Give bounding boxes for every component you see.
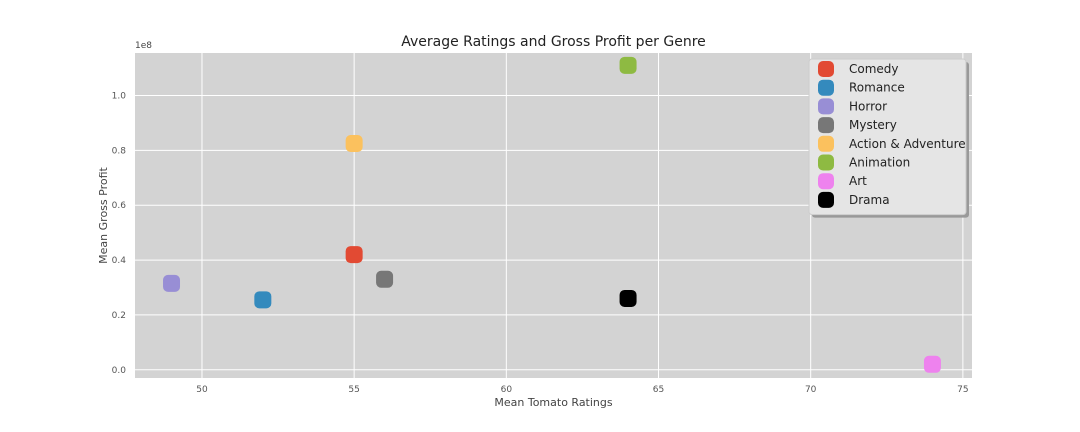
legend-entry-label: Drama xyxy=(849,193,890,207)
data-point-comedy xyxy=(345,246,363,264)
x-tick-label: 50 xyxy=(196,385,208,395)
data-point-romance xyxy=(254,291,272,309)
x-tick-label: 75 xyxy=(957,385,968,395)
legend-entry-label: Action & Adventure xyxy=(849,137,966,151)
x-axis-label: Mean Tomato Ratings xyxy=(494,396,613,409)
data-point-drama xyxy=(619,289,637,307)
legend-marker xyxy=(818,98,834,115)
legend-entry-label: Art xyxy=(849,174,867,188)
data-point-art xyxy=(923,355,941,373)
legend-box xyxy=(808,58,967,216)
y-tick-label: 0.8 xyxy=(112,146,127,156)
legend-entry-label: Horror xyxy=(849,99,887,113)
y-tick-label: 1.0 xyxy=(112,92,127,102)
y-tick-label: 0.6 xyxy=(112,201,127,211)
legend-marker xyxy=(818,61,834,77)
y-axis-label: Mean Gross Profit xyxy=(97,166,110,263)
legend-entry-label: Animation xyxy=(849,156,910,170)
legend-marker xyxy=(818,135,834,152)
x-tick-label: 70 xyxy=(805,385,817,395)
y-tick-label: 0.0 xyxy=(112,366,127,376)
data-point-horror xyxy=(163,274,181,292)
x-tick-label: 55 xyxy=(348,385,359,395)
legend-marker xyxy=(818,117,834,134)
legend-entry-label: Mystery xyxy=(849,118,897,132)
data-point-action-adventure xyxy=(345,135,363,153)
y-tick-label: 0.4 xyxy=(112,256,127,266)
x-tick-label: 60 xyxy=(501,385,513,395)
data-point-animation xyxy=(619,56,637,74)
legend-entry-label: Romance xyxy=(849,81,905,95)
x-tick-label: 65 xyxy=(653,385,664,395)
data-point-mystery xyxy=(376,270,394,288)
legend: Comedy Romance Horror Mystery Action & Adven… xyxy=(808,58,969,218)
y-tick-label: 0.2 xyxy=(112,311,126,321)
legend-marker xyxy=(818,79,834,96)
x-axis-ticks: 50 55 60 65 70 75 xyxy=(196,385,968,395)
chart-title: Average Ratings and Gross Profit per Gen… xyxy=(401,34,706,50)
y-axis-ticks: 0.0 0.2 0.4 0.6 0.8 1.0 xyxy=(112,92,127,376)
legend-entry-label: Comedy xyxy=(849,62,899,76)
data-points xyxy=(163,56,941,373)
y-offset-label: 1e8 xyxy=(135,41,152,51)
legend-marker xyxy=(818,173,834,190)
legend-marker xyxy=(818,191,834,208)
legend-marker xyxy=(818,154,834,171)
